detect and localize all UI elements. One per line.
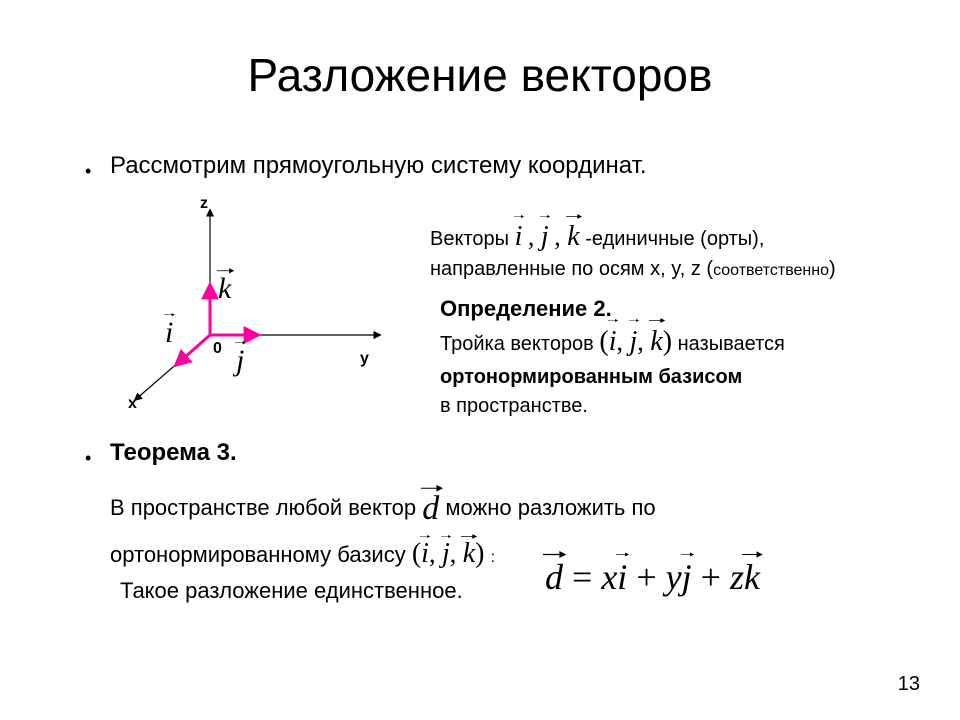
i-vector-label: i [165,316,173,350]
definition-2-heading: Определение 2. [440,296,612,322]
slide: Разложение векторов • Рассмотрим прямоуг… [0,0,960,720]
theorem-line-3: Такое разложение единственное. [120,578,463,604]
decomposition-formula: d = x i + y j + z k [545,556,760,598]
bullet-1-text: Рассмотрим прямоугольную систему координ… [110,152,647,180]
page-number: 13 [898,673,920,696]
bullet-dot-2: • [85,449,91,467]
y-axis-label: y [360,350,369,368]
origin-label: 0 [213,340,222,358]
slide-title: Разложение векторов [0,48,960,102]
theorem-3-heading: Теорема 3. [110,439,237,467]
unit-vectors-description: Векторы i , j , k -единичные (орты), нап… [430,218,836,283]
theorem-line-1: В пространстве любой вектор d можно разл… [110,490,656,528]
coordinate-diagram [90,190,400,410]
bullet-dot-1: • [85,162,91,180]
x-axis-label: x [128,395,137,413]
definition-2-body: Тройка векторов ( i , j , k ) называется… [440,322,785,421]
z-axis-label: z [200,195,208,213]
theorem-line-2: ортонормированному базису ( i , j , k ) … [110,538,495,570]
j-vector-label: j [236,344,244,378]
k-vector-label: k [218,272,231,306]
